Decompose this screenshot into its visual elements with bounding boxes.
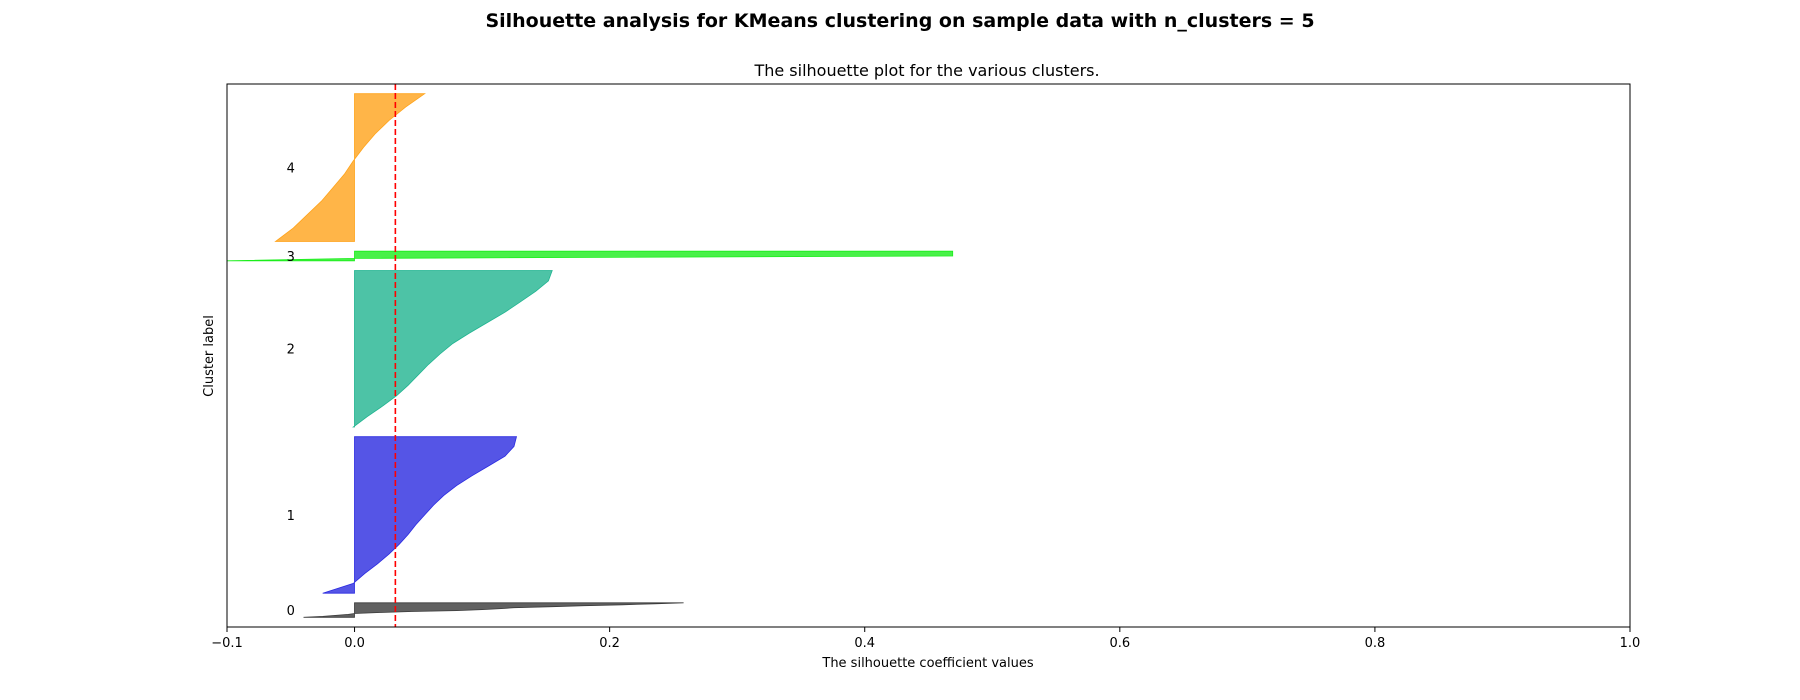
silhouette-fill-cluster-3 xyxy=(226,250,954,262)
x-tick-label: 0.0 xyxy=(344,636,365,651)
cluster-label-0: 0 xyxy=(287,604,295,619)
figure-suptitle: Silhouette analysis for KMeans clusterin… xyxy=(485,10,1315,32)
x-tick-label: −0.1 xyxy=(211,636,243,651)
x-axis: −0.1 0.0 0.2 0.4 0.6 0.8 1.0 xyxy=(211,627,1640,651)
x-tick-label: 0.2 xyxy=(599,636,620,651)
silhouette-fill-cluster-4 xyxy=(274,93,426,242)
cluster-label-4: 4 xyxy=(287,162,295,177)
y-axis-label: Cluster label xyxy=(202,315,217,397)
axes-frame xyxy=(226,83,1631,628)
x-tick-label: 0.8 xyxy=(1365,636,1386,651)
x-tick-label: 1.0 xyxy=(1620,636,1641,651)
cluster-label-3: 3 xyxy=(287,250,295,265)
x-tick-label: 0.6 xyxy=(1109,636,1130,651)
axes-title: The silhouette plot for the various clus… xyxy=(753,61,1099,80)
x-axis-label: The silhouette coefficient values xyxy=(821,656,1033,671)
silhouette-fill-cluster-1 xyxy=(322,436,518,594)
x-tick-label: 0.4 xyxy=(854,636,875,651)
cluster-label-2: 2 xyxy=(287,343,295,358)
plot-layer: 0 1 2 3 4 xyxy=(226,84,954,627)
silhouette-fill-cluster-2 xyxy=(352,270,553,428)
silhouette-fill-cluster-0 xyxy=(303,602,684,618)
cluster-label-1: 1 xyxy=(287,509,295,524)
